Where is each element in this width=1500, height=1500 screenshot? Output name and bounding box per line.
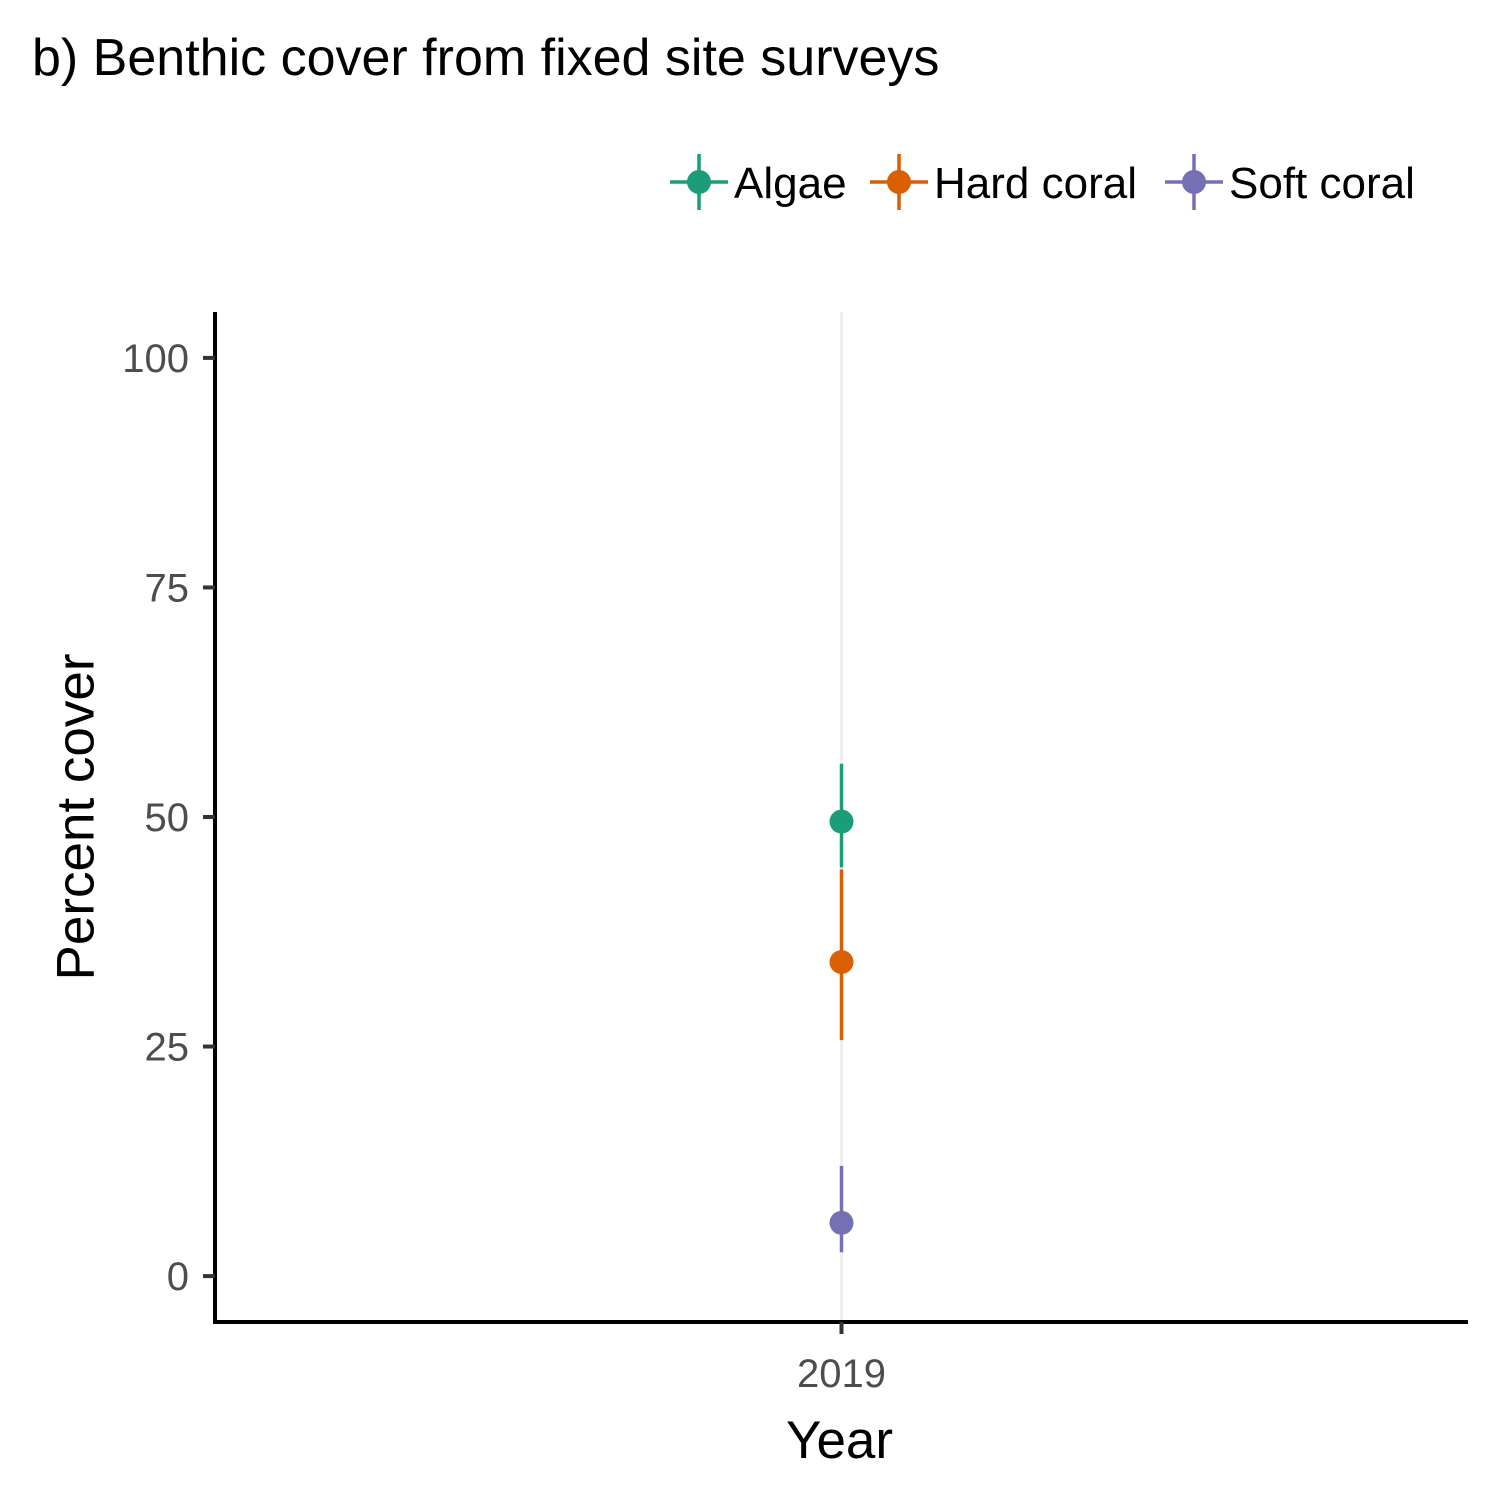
y-tick-label: 100 <box>122 337 189 381</box>
y-tick-label: 0 <box>167 1255 189 1299</box>
legend: Algae Hard coral Soft coral <box>670 154 1415 210</box>
x-tick-label: 2019 <box>797 1352 886 1396</box>
chart-title: b) Benthic cover from fixed site surveys <box>32 29 940 87</box>
legend-item: Algae <box>670 154 847 210</box>
legend-item: Soft coral <box>1165 154 1415 210</box>
point-soft-coral <box>829 1210 854 1235</box>
point-algae <box>829 809 854 834</box>
x-axis-ticks: 2019 <box>797 1322 886 1396</box>
legend-key-point <box>1182 170 1206 194</box>
legend-label: Hard coral <box>934 159 1137 208</box>
y-axis-ticks: 0 25 50 75 100 <box>122 337 215 1299</box>
y-tick-label: 25 <box>145 1026 190 1070</box>
legend-label: Algae <box>734 159 847 208</box>
legend-label: Soft coral <box>1229 159 1415 208</box>
legend-item: Hard coral <box>870 154 1137 210</box>
legend-key-point <box>687 170 711 194</box>
y-tick-label: 50 <box>145 796 190 840</box>
y-axis-title: Percent cover <box>47 654 106 981</box>
data-points <box>829 809 854 1235</box>
point-hard-coral <box>829 950 854 975</box>
x-axis-title: Year <box>786 1411 893 1470</box>
legend-key-point <box>887 170 911 194</box>
y-tick-label: 75 <box>145 566 190 610</box>
